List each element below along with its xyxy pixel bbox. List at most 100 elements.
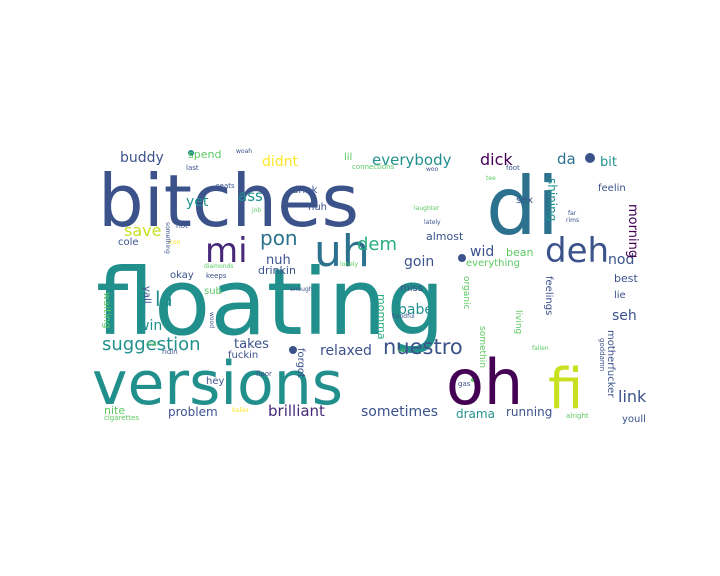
word-chill: chill: [146, 341, 158, 348]
word-waiting: waiting: [101, 292, 112, 328]
word-mi: mi: [205, 231, 248, 271]
word-lie: lie: [614, 290, 626, 301]
word-sex: sex: [516, 195, 533, 206]
word-momma: momma: [375, 294, 388, 340]
word-everybody: everybody: [372, 151, 452, 169]
word-cat: cat: [398, 348, 406, 354]
word-last: last: [186, 164, 199, 172]
word-buddy: buddy: [120, 150, 164, 166]
word-didnt: didnt: [262, 154, 299, 170]
word-tee: tee: [486, 175, 496, 182]
word-cole: cole: [118, 237, 139, 248]
word-floating: floating: [96, 249, 445, 356]
word-connections: connections: [352, 163, 395, 171]
word-woo: woo: [426, 166, 439, 173]
word-foot: foot: [506, 164, 520, 172]
word-ass: ass: [238, 187, 263, 205]
word-drink: drink: [292, 185, 318, 196]
word-versions: versions: [92, 349, 343, 419]
word-nod: nod: [608, 252, 634, 268]
word-fallen: fallen: [532, 345, 549, 352]
word-dick: dick: [480, 150, 513, 169]
word-sub: sub: [204, 286, 222, 297]
word-organic: organic: [461, 276, 471, 309]
word-sometimes: sometimes: [361, 404, 438, 420]
word-baller: baller: [232, 407, 250, 414]
word-drinkin: drinkin: [258, 264, 296, 277]
word-nite: nite: [104, 404, 125, 417]
word-bean: bean: [506, 246, 533, 259]
word-almost: almost: [426, 230, 464, 243]
word-fi: fi: [548, 357, 583, 422]
word-somethin: somethin: [477, 326, 487, 368]
word-goddamn: goddamn: [598, 338, 606, 371]
word-feelings: feelings: [543, 276, 554, 315]
word-suggestion: suggestion: [102, 334, 201, 355]
dot-mark: [289, 346, 297, 354]
word-la: la: [155, 287, 173, 311]
word-lately: lately: [424, 219, 441, 226]
word-goin: goin: [404, 254, 434, 270]
word-babe: babe: [398, 302, 433, 318]
word-relaxed: relaxed: [320, 343, 372, 359]
word-lil: lil: [344, 152, 352, 163]
word-everything: everything: [466, 258, 520, 269]
word-riot: riot: [176, 222, 188, 230]
word-enough: enough: [290, 286, 313, 293]
word-lonely: lonely: [340, 261, 358, 268]
word-wid: wid: [470, 244, 494, 260]
word-best: best: [614, 272, 638, 285]
word-huh: huh: [308, 202, 327, 213]
word-something: something: [164, 222, 171, 254]
dot-mark: [585, 153, 595, 163]
word-link: link: [618, 387, 647, 406]
dot-mark: [188, 150, 194, 156]
word-miss: miss: [400, 283, 423, 294]
word-keeps: keeps: [206, 272, 227, 280]
word-uh: uh: [314, 226, 370, 277]
word-motherfucker: motherfucker: [605, 330, 616, 398]
word-icon: icon: [168, 239, 181, 246]
word-alright: alright: [566, 412, 589, 420]
word-di: di: [486, 160, 559, 253]
word-bitches: bitches: [98, 159, 359, 243]
word-spend: spend: [188, 148, 221, 161]
word-diamonds: diamonds: [204, 263, 233, 270]
word-win: win: [138, 318, 162, 334]
word-shining: shining: [545, 178, 559, 221]
word-save: save: [124, 221, 161, 240]
word-hey: hey: [206, 376, 224, 387]
word-wood: wood: [208, 312, 215, 328]
word-seh: seh: [612, 308, 637, 324]
word-living: living: [513, 310, 523, 334]
word-pon: pon: [260, 226, 298, 250]
word-yet: yet: [186, 194, 209, 210]
word-forgot: forgot: [295, 348, 306, 378]
word-laughter: laughter: [414, 205, 440, 212]
word-running: running: [506, 405, 552, 419]
dot-mark: [458, 254, 466, 262]
word-yall: yall: [141, 286, 152, 304]
word-feelin: feelin: [598, 183, 626, 194]
word-okay: okay: [170, 270, 194, 281]
word-woah: woah: [236, 148, 252, 155]
word-ridin: ridin: [162, 348, 178, 356]
word-job: job: [251, 207, 261, 214]
word-seats: seats: [216, 182, 235, 190]
word-gas: gas: [458, 380, 471, 388]
word-problem: problem: [168, 405, 218, 419]
word-takes: takes: [234, 337, 269, 352]
word-fuckin: fuckin: [228, 350, 258, 361]
word-bit: bit: [600, 155, 617, 170]
word-nuestro: nuestro: [383, 335, 463, 359]
word-da: da: [557, 150, 576, 168]
word-deh: deh: [545, 231, 609, 271]
word-floor: floor: [256, 370, 272, 378]
word-handful: handful: [392, 313, 415, 320]
word-nuh: nuh: [266, 253, 291, 268]
dot-mark: [471, 378, 475, 382]
word-oh: oh: [446, 346, 523, 419]
word-brilliant: brilliant: [268, 402, 325, 420]
